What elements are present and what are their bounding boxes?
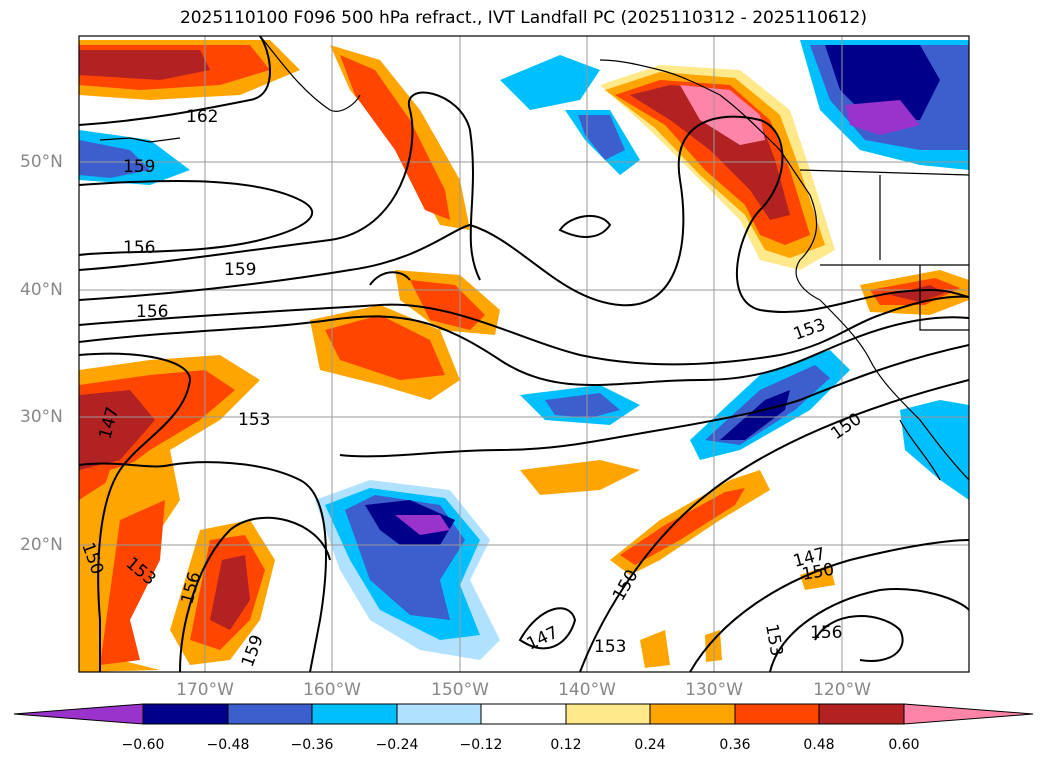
contour-label: 159 — [123, 157, 155, 177]
colorbar-bin — [142, 703, 229, 725]
colorbar-tick: −0.60 — [121, 737, 165, 753]
colorbar-extend-high — [903, 703, 1034, 725]
colorbar-tick: −0.12 — [459, 737, 503, 753]
lon-label: 120°W — [813, 680, 871, 700]
contour-label: 162 — [186, 107, 218, 127]
colorbar-bin — [734, 703, 820, 725]
contour-label: 156 — [810, 623, 842, 643]
lat-label: 50°N — [20, 152, 63, 172]
contour-label: 159 — [224, 260, 256, 280]
graticule — [79, 36, 969, 672]
lat-label: 20°N — [20, 535, 63, 555]
colorbar — [13, 703, 1034, 725]
colorbar-tick: −0.24 — [375, 737, 419, 753]
colorbar-bin — [818, 703, 905, 725]
height-contours — [79, 36, 969, 672]
contour-label: 156 — [136, 302, 168, 322]
contour-label: 153 — [238, 410, 270, 430]
colorbar-bin — [480, 703, 567, 725]
colorbar-bin — [396, 703, 482, 725]
map-title: 2025110100 F096 500 hPa refract., IVT La… — [179, 8, 867, 28]
colorbar-tick: 0.60 — [888, 737, 920, 753]
colorbar-bin — [649, 703, 736, 725]
lon-label: 150°W — [431, 680, 489, 700]
colorbar-tick: 0.12 — [550, 737, 582, 753]
colorbar-tick: 0.36 — [719, 737, 751, 753]
colorbar-bin — [311, 703, 398, 725]
colorbar-tick: 0.24 — [634, 737, 666, 753]
field-layer — [79, 36, 969, 672]
colorbar-bin — [227, 703, 313, 725]
lat-label: 30°N — [20, 407, 63, 427]
colorbar-extend-low — [13, 703, 144, 725]
lon-label: 130°W — [685, 680, 743, 700]
contour-label: 153 — [594, 637, 626, 657]
colorbar-tick: −0.36 — [290, 737, 334, 753]
lon-label: 170°W — [176, 680, 234, 700]
colorbar-bin — [565, 703, 651, 725]
contour-label: 156 — [123, 238, 155, 258]
lat-label: 40°N — [20, 280, 63, 300]
lon-label: 140°W — [558, 680, 616, 700]
lon-label: 160°W — [303, 680, 361, 700]
colorbar-tick: −0.48 — [206, 737, 250, 753]
colorbar-tick: 0.48 — [803, 737, 835, 753]
coastlines — [99, 36, 969, 481]
map-frame — [78, 35, 970, 673]
